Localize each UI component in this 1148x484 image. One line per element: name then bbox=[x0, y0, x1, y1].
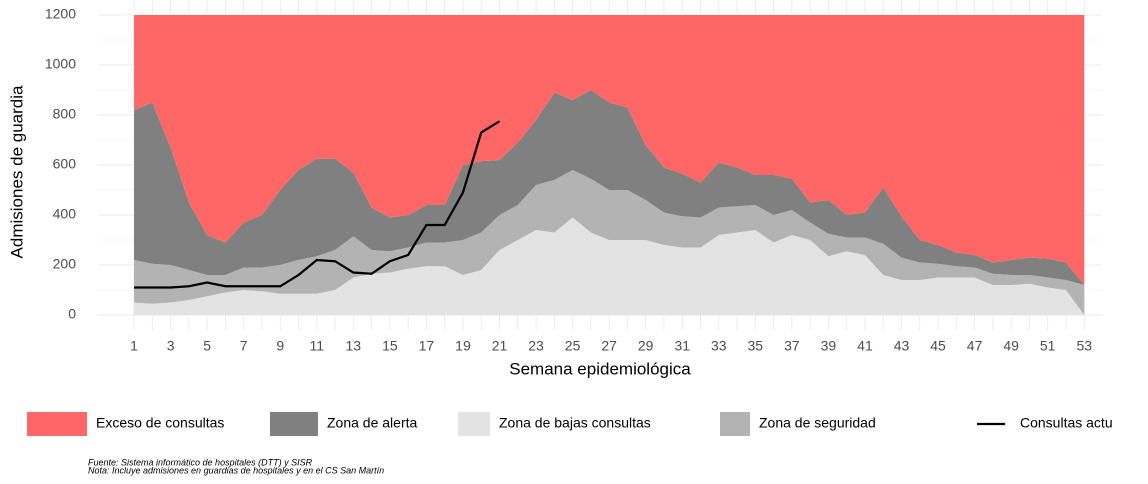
y-tick-label: 800 bbox=[53, 106, 77, 122]
x-tick-label: 1 bbox=[130, 338, 138, 354]
x-tick-label: 37 bbox=[784, 338, 800, 354]
x-tick-label: 23 bbox=[528, 338, 544, 354]
legend-label: Exceso de consultas bbox=[96, 415, 224, 431]
x-tick-label: 13 bbox=[346, 338, 362, 354]
x-tick-label: 17 bbox=[419, 338, 435, 354]
x-tick-label: 7 bbox=[240, 338, 248, 354]
x-tick-label: 53 bbox=[1076, 338, 1092, 354]
x-tick-label: 5 bbox=[203, 338, 211, 354]
x-tick-label: 11 bbox=[309, 338, 324, 354]
x-tick-label: 49 bbox=[1003, 338, 1019, 354]
x-tick-label: 39 bbox=[821, 338, 837, 354]
y-tick-label: 1000 bbox=[45, 56, 76, 72]
legend-label: Zona de seguridad bbox=[759, 415, 876, 431]
x-tick-label: 31 bbox=[674, 338, 690, 354]
x-tick-label: 43 bbox=[894, 338, 910, 354]
x-tick-label: 35 bbox=[748, 338, 764, 354]
y-tick-label: 200 bbox=[53, 256, 77, 272]
note: Fuente: Sistema informático de hospitale… bbox=[88, 457, 313, 467]
plot-area bbox=[134, 15, 1085, 315]
y-axis-title: Admisiones de guardia bbox=[7, 85, 26, 258]
x-tick-label: 45 bbox=[930, 338, 946, 354]
area bbox=[134, 90, 1085, 285]
area bbox=[134, 170, 1085, 315]
area bbox=[134, 15, 1085, 285]
legend: Exceso de consultas Zona de alerta Zona de… bbox=[27, 412, 1113, 436]
legend-label: Zona de bajas consultas bbox=[499, 415, 651, 431]
x-tick-label: 21 bbox=[492, 338, 508, 354]
x-tick-label: 41 bbox=[857, 338, 873, 354]
legend-label: Consultas actu bbox=[1020, 415, 1113, 431]
legend-key bbox=[458, 412, 490, 436]
line bbox=[134, 120, 501, 289]
note: Nota: Incluye admisiones en guardias de … bbox=[88, 465, 384, 475]
x-tick-label: 51 bbox=[1040, 338, 1056, 354]
x-tick-label: 19 bbox=[455, 338, 471, 354]
y-tick-label: 600 bbox=[53, 156, 77, 172]
x-tick-label: 3 bbox=[167, 338, 175, 354]
x-tick-label: 27 bbox=[601, 338, 617, 354]
x-tick-label: 47 bbox=[967, 338, 983, 354]
x-tick-label: 15 bbox=[382, 338, 398, 354]
legend-key bbox=[27, 412, 87, 436]
y-tick-label: 400 bbox=[53, 206, 77, 222]
legend-key bbox=[720, 412, 750, 436]
y-tick-label: 0 bbox=[68, 306, 76, 322]
x-tick-label: 29 bbox=[638, 338, 654, 354]
x-tick-label: 25 bbox=[565, 338, 581, 354]
legend-key bbox=[270, 412, 318, 436]
y-tick-label: 1200 bbox=[45, 6, 76, 22]
x-tick-label: 9 bbox=[276, 338, 284, 354]
area bbox=[134, 217, 1085, 315]
legend-label: Zona de alerta bbox=[327, 415, 417, 431]
x-tick-label: 33 bbox=[711, 338, 727, 354]
x-axis-title: Semana epidemiológica bbox=[509, 359, 691, 378]
